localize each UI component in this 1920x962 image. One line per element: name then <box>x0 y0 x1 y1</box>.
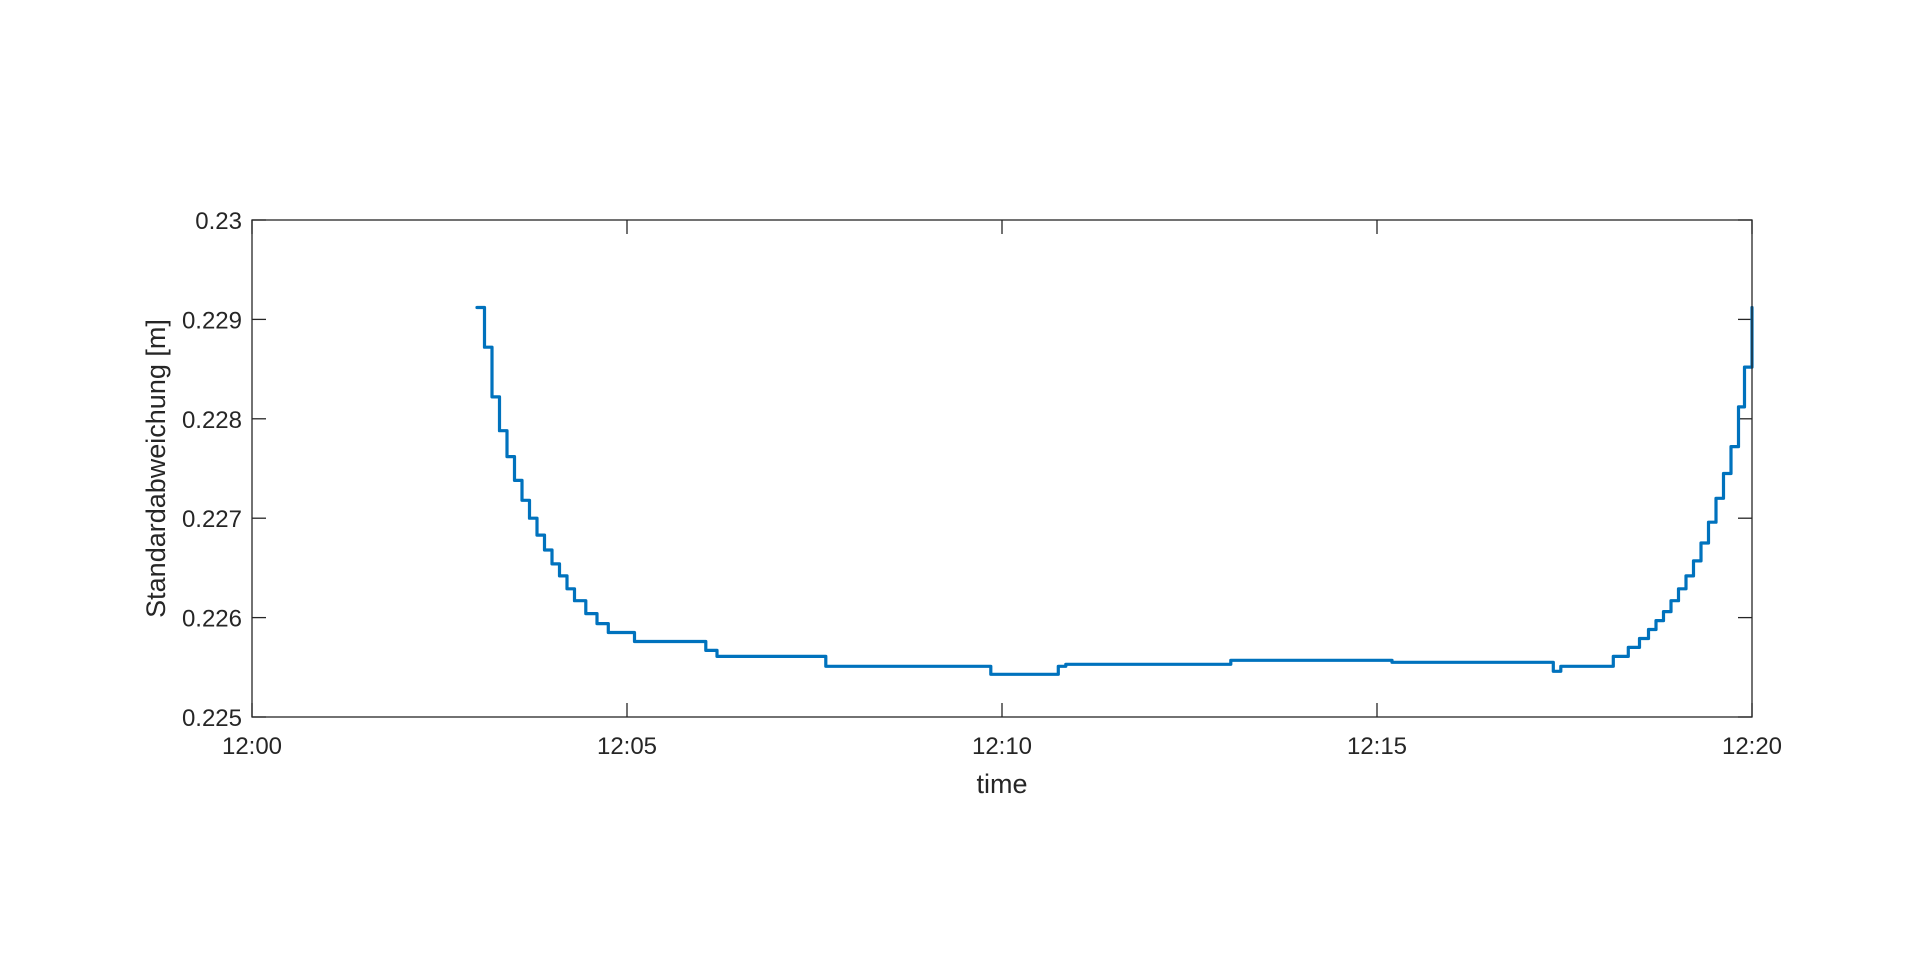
x-tick-label: 12:15 <box>1347 733 1407 760</box>
x-tick-label: 12:10 <box>972 733 1032 760</box>
series-layer <box>475 305 1754 676</box>
x-tick-label: 12:20 <box>1722 733 1782 760</box>
y-tick-label: 0.225 <box>182 705 242 732</box>
y-tick-label: 0.23 <box>195 208 242 235</box>
x-axis-label: time <box>976 769 1027 799</box>
y-tick-label: 0.229 <box>182 307 242 334</box>
y-tick-label: 0.228 <box>182 407 242 434</box>
y-axis-label: Standardabweichung [m] <box>141 319 171 618</box>
plot-area <box>252 220 1752 717</box>
y-tick-label: 0.226 <box>182 606 242 633</box>
y-tick-label: 0.227 <box>182 506 242 533</box>
x-tick-label: 12:00 <box>222 733 282 760</box>
axes-box <box>251 219 1753 718</box>
axis-tick-labels: 12:00 12:05 12:10 12:15 12:20 0.225 0.226 0.227… <box>182 208 1782 760</box>
series-line <box>475 305 1754 676</box>
x-tick-label: 12:05 <box>597 733 657 760</box>
